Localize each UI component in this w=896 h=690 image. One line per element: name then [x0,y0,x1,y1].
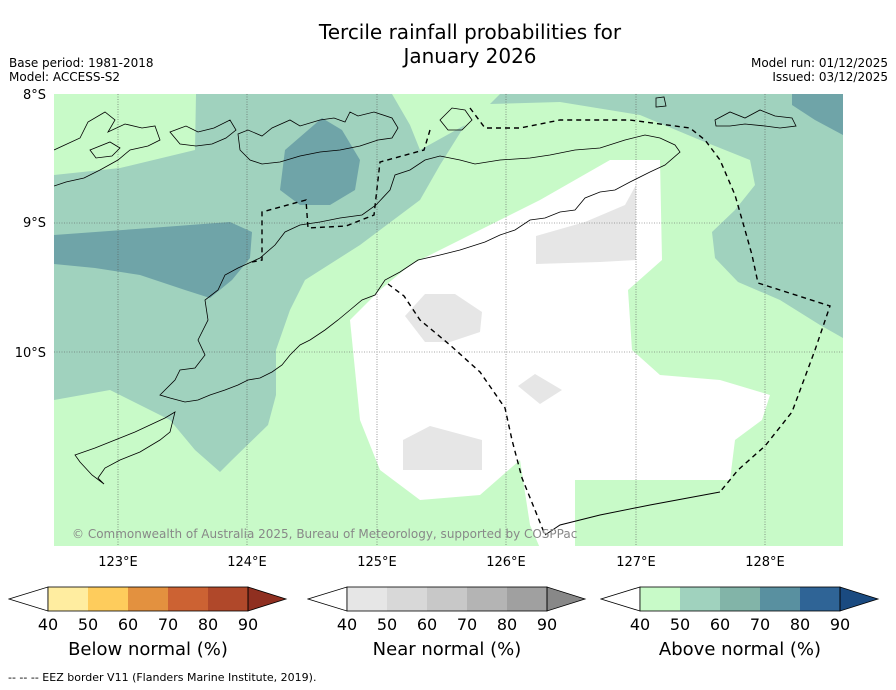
cbar-above-tick: 70 [749,615,771,634]
colorbar-swatch [720,587,760,611]
coastline-wetar [439,107,473,131]
colorbar-swatch [640,587,680,611]
cbar-near-tick: 80 [496,615,518,634]
colorbar-swatch [467,587,507,611]
cbar-below-tick: 60 [117,615,139,634]
cbar-below-tick: 80 [197,615,219,634]
lat-label-10: 10°S [15,346,46,361]
coastline-tanimbar [714,109,797,129]
map-layers [54,94,843,546]
cbar-above-tick: 50 [669,615,691,634]
colorbar-near-normal: 40 50 60 70 80 90 Near normal (%) [307,585,587,660]
cbar-above-tick: 60 [709,615,731,634]
colorbar-frame [47,586,249,612]
colorbar-extend-min [8,586,49,612]
lon-label-125: 125°E [357,555,397,570]
colorbar-swatch [88,587,128,611]
cbar-below-tick: 50 [77,615,99,634]
coastline-sumba [74,411,176,485]
eez-line-central [387,283,546,536]
cbar-above-tick: 80 [789,615,811,634]
region-above-50-east [490,94,843,338]
region-near-normal-4 [403,426,482,470]
colorbar-extend-max [247,586,288,612]
lon-label-128: 128°E [745,555,785,570]
colorbar-swatch [760,587,800,611]
base-period-text: Base period: 1981-2018 [9,56,154,70]
cbar-above-tick: 40 [629,615,651,634]
issued-text: Issued: 03/12/2025 [772,70,888,84]
colorbar-below-ticks: 40 50 60 70 80 90 [8,615,288,635]
colorbar-swatch [48,587,88,611]
copyright-text: © Commonwealth of Australia 2025, Bureau… [72,527,577,541]
coastline-small-islands [169,119,237,147]
colorbar-extend-max [546,586,587,612]
cbar-near-tick: 70 [456,615,478,634]
colorbar-above-swatches [600,586,880,612]
colorbar-swatch [387,587,427,611]
cbar-near-tick: 60 [416,615,438,634]
lon-label-127: 127°E [616,555,656,570]
cbar-below-tick: 40 [37,615,59,634]
lon-label-126: 126°E [486,555,526,570]
colorbar-above-normal: 40 50 60 70 80 90 Above normal (%) [600,585,880,660]
cbar-above-tick: 90 [829,615,851,634]
colorbar-below-label: Below normal (%) [68,639,228,660]
colorbar-near-ticks: 40 50 60 70 80 90 [307,615,587,635]
region-near-normal-2 [405,294,482,342]
colorbar-frame [346,586,548,612]
colorbar-above-ticks: 40 50 60 70 80 90 [600,615,880,635]
region-above-60-east [792,94,843,135]
colorbar-below-normal: 40 50 60 70 80 90 Below normal (%) [8,585,288,660]
region-above-50-west [54,94,465,472]
coastline-small-1 [655,96,667,108]
colorbar-swatch [347,587,387,611]
coastline-flores [54,111,161,187]
eez-line-main [469,107,831,493]
model-text: Model: ACCESS-S2 [9,70,121,84]
title-line-2: January 2026 [403,44,537,68]
colorbar-above-label: Above normal (%) [658,639,822,660]
colorbar-swatch [168,587,208,611]
colorbar-swatch [128,587,168,611]
cbar-below-tick: 70 [157,615,179,634]
coastline-timor [159,134,681,403]
title-line-1: Tercile rainfall probabilities for [318,20,622,44]
region-above-60-west [54,222,252,298]
coastline-alor [237,111,399,165]
cbar-near-tick: 90 [536,615,558,634]
colorbar-extend-min [600,586,641,612]
region-above-60-central [280,118,360,205]
model-run-text: Model run: 01/12/2025 [750,56,888,70]
map: © Commonwealth of Australia 2025, Bureau… [15,88,843,570]
lat-label-8: 8°S [23,88,46,103]
map-title: Tercile rainfall probabilities for Janua… [270,20,670,68]
colorbar-frame [639,586,841,612]
colorbar-swatch [427,587,467,611]
colorbar-swatch [800,587,840,611]
lat-label-9: 9°S [23,216,46,231]
colorbar-below-swatches [8,586,288,612]
colorbar-swatch [507,587,547,611]
eez-footnote: -- -- -- EEZ border V11 (Flanders Marine… [8,671,317,684]
colorbar-extend-min [307,586,348,612]
lon-label-124: 124°E [227,555,267,570]
region-near-normal-1 [536,185,636,264]
cbar-near-tick: 40 [336,615,358,634]
colorbar-swatch [208,587,248,611]
region-near-normal-3 [518,374,562,404]
lon-label-123: 123°E [98,555,138,570]
colorbar-near-label: Near normal (%) [372,639,522,660]
eez-border [251,107,831,536]
cbar-below-tick: 90 [237,615,259,634]
cbar-near-tick: 50 [376,615,398,634]
coastlines [54,96,797,485]
colorbar-swatch [680,587,720,611]
colorbar-near-swatches [307,586,587,612]
gridlines [54,94,843,546]
coastline-flores-2 [89,141,121,159]
colorbar-extend-max [839,586,880,612]
eez-line-solid [544,491,721,536]
